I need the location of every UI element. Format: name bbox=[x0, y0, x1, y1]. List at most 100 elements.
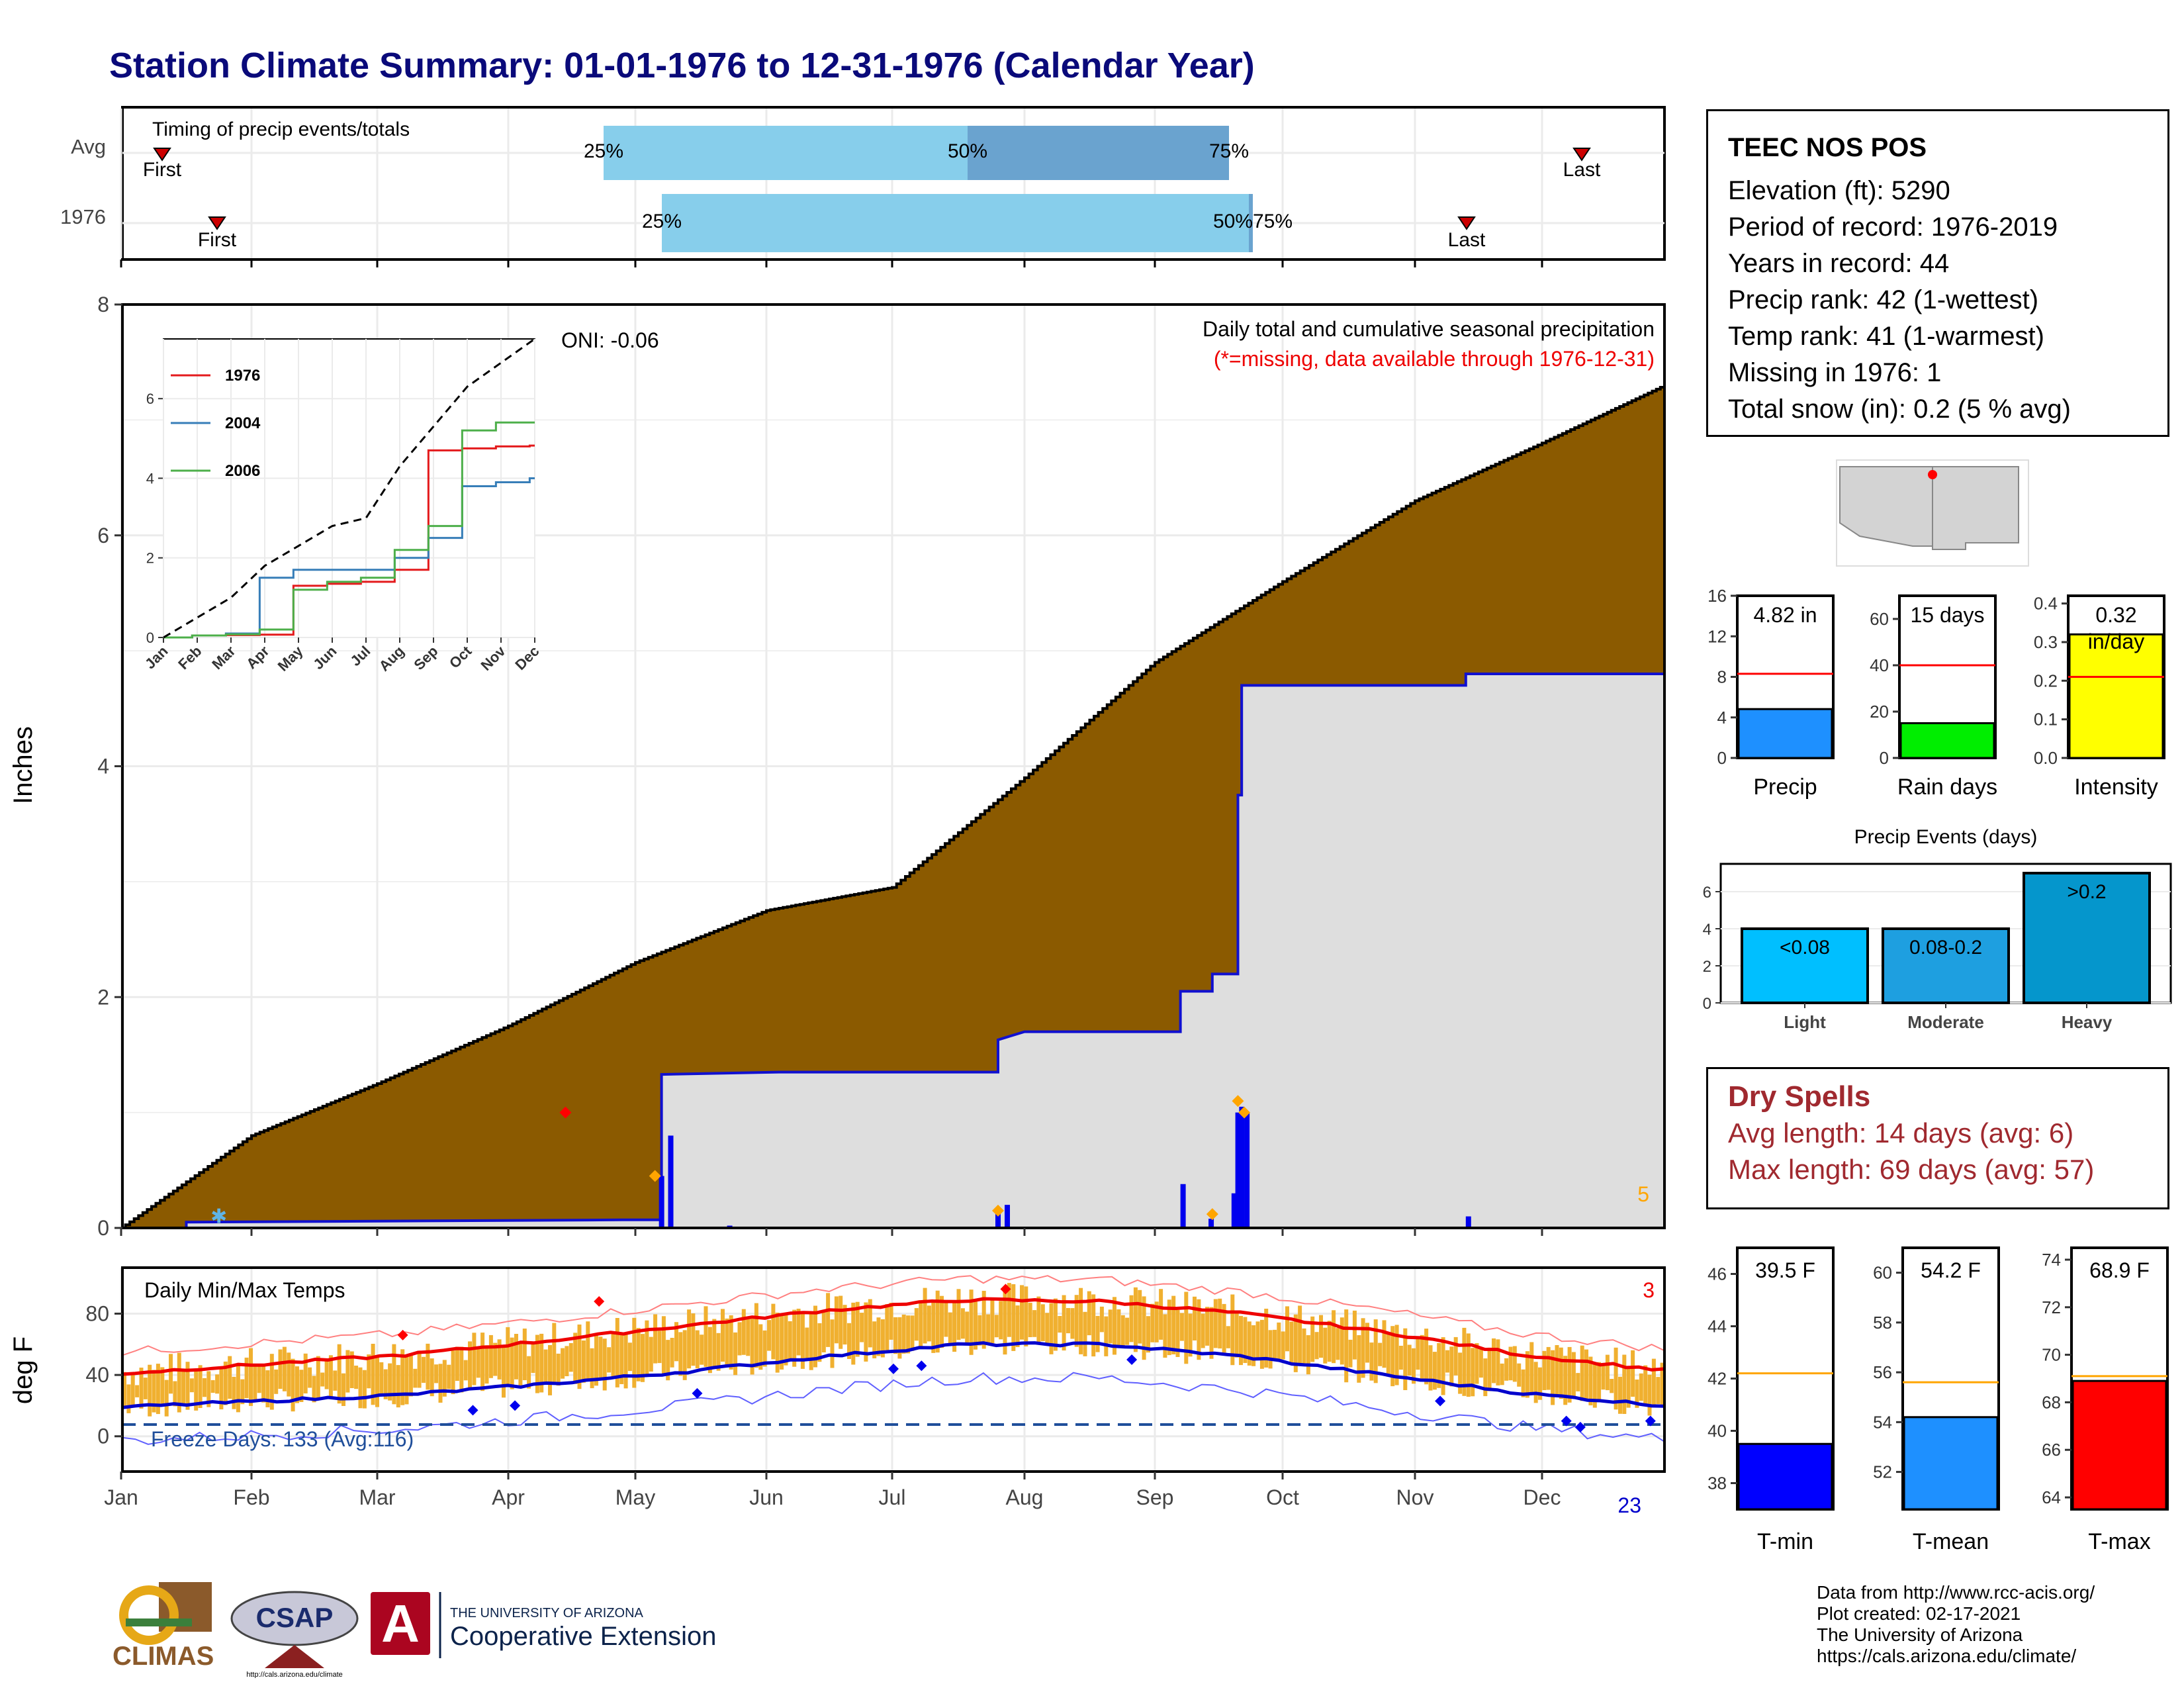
daily-temp-range-bar bbox=[1028, 1303, 1032, 1337]
daily-temp-range-bar bbox=[847, 1323, 851, 1359]
page-title: Station Climate Summary: 01-01-1976 to 1… bbox=[109, 46, 1255, 85]
daily-precip-bar bbox=[659, 1176, 664, 1228]
daily-temp-range-bar bbox=[1492, 1338, 1496, 1383]
timing-row-avg: Avg bbox=[71, 135, 106, 158]
daily-temp-range-bar bbox=[725, 1318, 729, 1367]
temp-summary-bar-2 bbox=[2071, 1380, 2167, 1511]
daily-temp-range-bar bbox=[244, 1357, 249, 1399]
station-location-marker bbox=[1928, 470, 1937, 479]
daily-temp-range-bar bbox=[1138, 1289, 1142, 1344]
daily-temp-range-bar bbox=[451, 1350, 455, 1395]
station-elevation: Elevation (ft): 5290 bbox=[1728, 176, 1950, 205]
daily-temp-range-bar bbox=[1500, 1363, 1504, 1385]
daily-temp-range-bar bbox=[548, 1345, 552, 1395]
daily-temp-range-bar bbox=[316, 1356, 320, 1401]
daily-temp-range-bar bbox=[813, 1305, 817, 1368]
daily-temp-range-bar bbox=[303, 1353, 308, 1393]
daily-temp-range-bar bbox=[1471, 1348, 1475, 1397]
temp-record-marker bbox=[888, 1363, 899, 1374]
daily-temp-range-bar bbox=[261, 1364, 266, 1403]
daily-temp-range-bar bbox=[468, 1341, 472, 1390]
daily-temp-range-bar bbox=[194, 1368, 199, 1411]
temp-record-marker bbox=[1561, 1415, 1572, 1427]
daily-temp-range-bar bbox=[287, 1352, 291, 1397]
daily-temp-range-bar bbox=[232, 1376, 236, 1409]
inset-ytick: 0 bbox=[146, 630, 154, 646]
daily-temp-range-bar bbox=[1091, 1294, 1096, 1357]
daily-temp-range-bar bbox=[704, 1306, 708, 1367]
avg-pct-25: 25% bbox=[584, 140, 623, 162]
daily-temp-range-bar bbox=[1428, 1345, 1433, 1391]
daily-temp-range-bar bbox=[721, 1309, 725, 1362]
daily-temp-range-bar bbox=[1197, 1299, 1201, 1360]
daily-temp-range-bar bbox=[956, 1289, 961, 1340]
daily-temp-range-bar bbox=[1622, 1354, 1627, 1414]
daily-temp-range-bar bbox=[438, 1364, 443, 1403]
daily-temp-range-bar bbox=[358, 1367, 363, 1409]
daily-temp-range-bar bbox=[569, 1343, 573, 1372]
daily-temp-range-bar bbox=[341, 1373, 345, 1406]
daily-temp-range-bar bbox=[978, 1315, 982, 1346]
summary-ytick: 0.1 bbox=[2034, 710, 2058, 729]
ua-small-text: THE UNIVERSITY OF ARIZONA bbox=[450, 1606, 644, 1620]
daily-temp-range-bar bbox=[1475, 1343, 1479, 1384]
precip-annot-missing: (*=missing, data available through 1976-… bbox=[1214, 347, 1655, 371]
daily-temp-range-bar bbox=[1437, 1342, 1441, 1388]
station-years: Years in record: 44 bbox=[1728, 249, 1950, 278]
daily-temp-range-bar bbox=[1521, 1369, 1525, 1397]
temp-count-bottom: 23 bbox=[1617, 1493, 1641, 1517]
daily-temp-range-bar bbox=[354, 1366, 359, 1389]
daily-temp-range-bar bbox=[1466, 1333, 1471, 1397]
daily-temp-range-bar bbox=[1559, 1347, 1563, 1399]
avg-pct-75: 75% bbox=[1209, 140, 1249, 162]
daily-temp-range-bar bbox=[919, 1303, 923, 1348]
footer-credits: Data from http://www.rcc-acis.org/ Plot … bbox=[1817, 1582, 2095, 1667]
last-label-avg: Last bbox=[1563, 159, 1601, 181]
daily-temp-range-bar bbox=[615, 1318, 619, 1387]
summary-bar-0 bbox=[1737, 708, 1833, 759]
daily-temp-range-bar bbox=[156, 1364, 160, 1415]
daily-precip-bar bbox=[1231, 1193, 1237, 1228]
temp-ytick: 0 bbox=[97, 1425, 109, 1448]
daily-temp-range-bar bbox=[143, 1378, 148, 1399]
daily-temp-range-bar bbox=[602, 1338, 607, 1391]
daily-temp-range-bar bbox=[223, 1361, 228, 1405]
daily-temp-range-bar bbox=[367, 1354, 371, 1389]
daily-temp-range-bar bbox=[788, 1321, 792, 1360]
daily-temp-range-bar bbox=[796, 1309, 801, 1356]
daily-precip-bar bbox=[1005, 1205, 1010, 1228]
daily-temp-range-bar bbox=[181, 1370, 186, 1403]
first-marker-1976 bbox=[208, 216, 226, 230]
temp-summary-bar-label: T-min bbox=[1757, 1529, 1813, 1554]
temp-ylabel: deg F bbox=[9, 1336, 38, 1404]
inset-ytick: 4 bbox=[146, 470, 154, 487]
daily-temp-range-bar bbox=[986, 1314, 991, 1344]
temp-ytick: 80 bbox=[85, 1301, 109, 1325]
daily-temp-range-bar bbox=[328, 1355, 333, 1399]
daily-temp-range-bar bbox=[1508, 1346, 1513, 1381]
daily-temp-range-bar bbox=[792, 1309, 797, 1367]
timing-avg-bar-low bbox=[604, 126, 968, 180]
daily-precip-bar bbox=[1239, 1106, 1245, 1228]
daily-temp-range-bar bbox=[1369, 1342, 1374, 1381]
temp-summary-ytick: 72 bbox=[2042, 1297, 2061, 1317]
daily-temp-range-bar bbox=[539, 1333, 544, 1393]
daily-temp-range-bar bbox=[1310, 1316, 1315, 1362]
daily-temp-range-bar bbox=[1576, 1373, 1580, 1391]
daily-temp-range-bar bbox=[653, 1314, 658, 1364]
month-label: Dec bbox=[1524, 1485, 1561, 1509]
daily-temp-range-bar bbox=[1011, 1284, 1016, 1351]
daily-temp-range-bar bbox=[1340, 1317, 1344, 1365]
ua-logo: A THE UNIVERSITY OF ARIZONA Cooperative … bbox=[371, 1592, 716, 1658]
temp-summary-value-label: 39.5 F bbox=[1755, 1258, 1815, 1282]
event-bar-label: Moderate bbox=[1907, 1012, 1984, 1032]
summary-ytick: 8 bbox=[1717, 667, 1727, 687]
daily-temp-range-bar bbox=[1412, 1348, 1416, 1384]
daily-temp-range-bar bbox=[1264, 1309, 1269, 1368]
daily-temp-range-bar bbox=[586, 1321, 590, 1379]
daily-temp-range-bar bbox=[1184, 1291, 1189, 1364]
daily-temp-range-bar bbox=[274, 1369, 279, 1394]
daily-temp-range-bar bbox=[940, 1295, 944, 1348]
daily-temp-range-bar bbox=[561, 1348, 565, 1379]
daily-temp-range-bar bbox=[1512, 1346, 1517, 1382]
